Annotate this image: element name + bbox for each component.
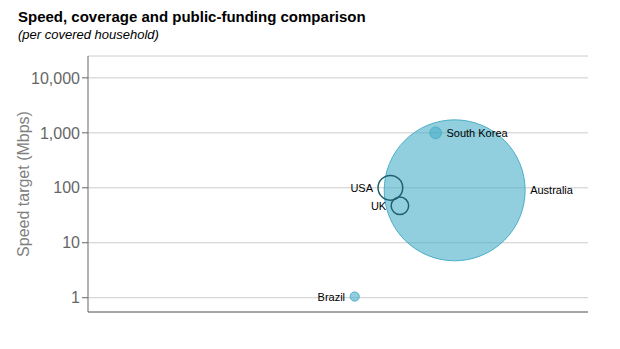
html-text:(per covered household): (per covered household)	[18, 27, 159, 42]
html-text:Speed, coverage and public-fun: Speed, coverage and public-funding compa…	[18, 8, 366, 25]
svg-text:Australia: Australia	[530, 184, 574, 196]
svg-text:UK: UK	[371, 200, 387, 212]
svg-text:1: 1	[71, 289, 80, 306]
svg-text:USA: USA	[350, 182, 373, 194]
svg-text:Brazil: Brazil	[318, 291, 346, 303]
svg-text:10,000: 10,000	[31, 70, 80, 87]
svg-text:1,000: 1,000	[40, 125, 80, 142]
svg-text:10: 10	[62, 234, 80, 251]
svg-text:Speed target (Mbps): Speed target (Mbps)	[15, 111, 32, 257]
svg-text:100: 100	[53, 179, 80, 196]
svg-text:South Korea: South Korea	[446, 127, 508, 139]
